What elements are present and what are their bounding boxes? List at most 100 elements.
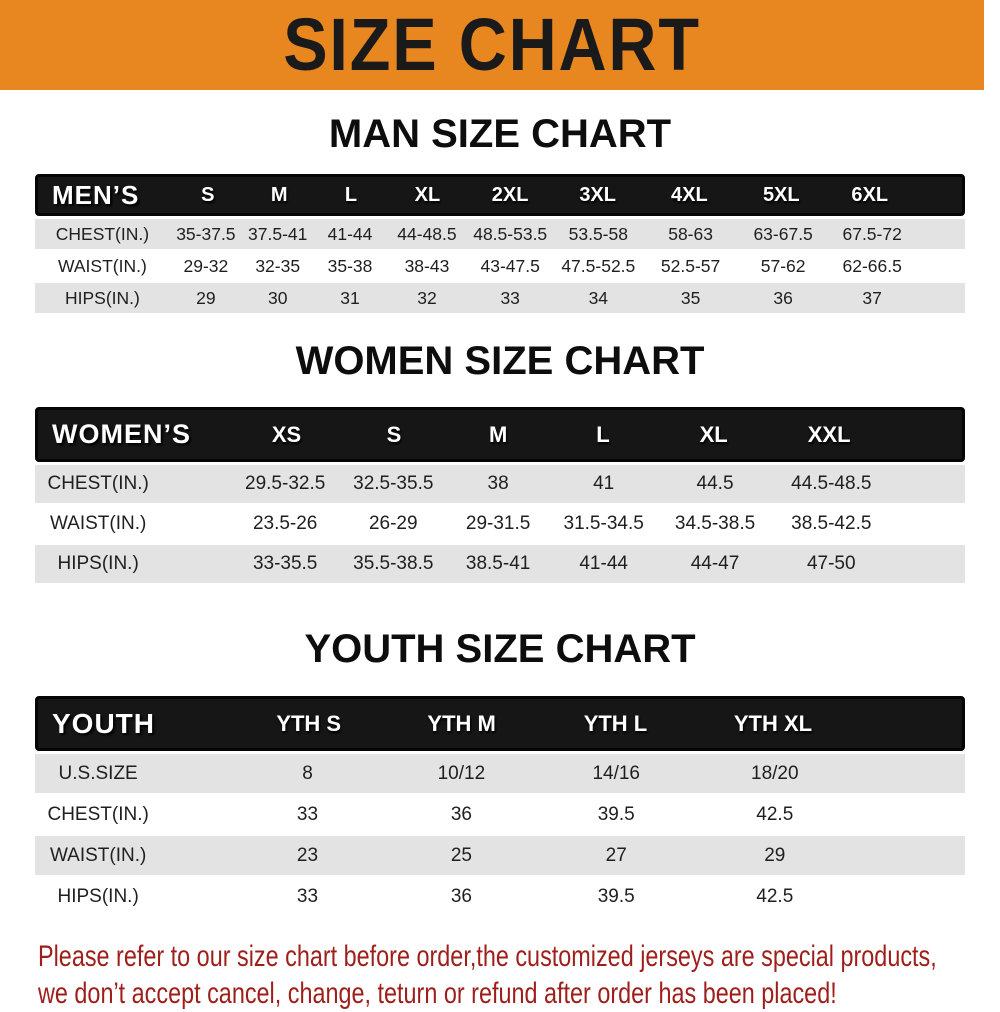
men-value-cell: 38-43 <box>386 251 468 281</box>
women-corner-label: WOMEN’S <box>52 419 191 449</box>
banner-title: SIZE CHART <box>283 3 701 86</box>
men-row-label: HIPS(IN.) <box>35 283 170 313</box>
men-value-cell: 57-62 <box>737 251 829 281</box>
women-table-row: CHEST(IN.) 29.5-32.5 32.5-35.5 38 41 44.5 44.5… <box>35 465 965 503</box>
women-size-column-5: XL <box>699 421 728 447</box>
men-value-cell: 67.5-72 <box>828 219 916 249</box>
men-value-cell: 35-37.5 <box>169 219 242 249</box>
youth-size-table: YOUTH YTH S YTH M YTH L YTH XL U.S.SIZE 8 10/1… <box>35 696 965 918</box>
youth-section: YOUTH SIZE CHART YOUTH YTH S YTH M YTH L YTH… <box>0 629 1000 918</box>
men-section: MAN SIZE CHART MEN’S S M L XL 2XL 3XL 4XL 5XL 6XL… <box>0 114 1000 315</box>
women-value-cell: 41 <box>549 465 658 503</box>
youth-value-cell: 39.5 <box>538 795 695 834</box>
men-table-row: WAIST(IN.) 29-32 32-35 35-38 38-43 43-47.5 47.… <box>35 251 965 281</box>
women-data-table: CHEST(IN.) 29.5-32.5 32.5-35.5 38 41 44.5 44.5… <box>35 463 965 585</box>
women-section-heading: WOMEN SIZE CHART <box>295 339 705 383</box>
youth-value-cell: 23 <box>230 836 385 875</box>
youth-header-bar: YOUTH YTH S YTH M YTH L YTH XL <box>35 696 965 751</box>
men-value-cell: 32-35 <box>241 251 314 281</box>
men-row-spacer <box>915 219 965 249</box>
women-size-column-4: L <box>596 421 610 447</box>
youth-value-cell: 8 <box>230 754 385 793</box>
men-size-column-3: L <box>344 183 358 206</box>
men-value-cell: 62-66.5 <box>828 251 916 281</box>
women-value-cell: 34.5-38.5 <box>657 505 773 543</box>
youth-value-cell: 25 <box>384 836 539 875</box>
banner: SIZE CHART <box>0 0 984 90</box>
women-value-cell: 26-29 <box>340 505 447 543</box>
youth-corner-label: YOUTH <box>52 707 155 739</box>
men-table-row: CHEST(IN.) 35-37.5 37.5-41 41-44 44-48.5 48.5… <box>35 219 965 249</box>
women-value-cell: 47-50 <box>772 545 891 583</box>
men-size-column-6: 3XL <box>579 183 616 206</box>
women-size-column-1: XS <box>271 421 302 447</box>
women-value-cell: 33-35.5 <box>230 545 341 583</box>
women-value-cell: 38.5-42.5 <box>772 505 891 543</box>
women-value-cell: 23.5-26 <box>230 505 341 543</box>
youth-value-cell: 18/20 <box>694 754 856 793</box>
youth-row-label: CHEST(IN.) <box>35 795 231 834</box>
youth-value-cell: 33 <box>230 877 385 916</box>
youth-row-label: U.S.SIZE <box>35 754 231 793</box>
women-size-column-6: XXL <box>807 421 851 447</box>
women-header-bar: WOMEN’S XS S M L XL XXL <box>35 407 965 462</box>
women-value-cell: 29-31.5 <box>446 505 550 543</box>
men-row-spacer <box>915 251 965 281</box>
men-value-cell: 52.5-57 <box>643 251 738 281</box>
women-row-spacer <box>890 505 965 543</box>
youth-row-spacer <box>855 754 965 793</box>
women-row-label: WAIST(IN.) <box>35 505 231 543</box>
women-size-column-2: S <box>386 421 402 447</box>
men-value-cell: 29 <box>169 283 242 313</box>
footer-line-2: we don’t accept cancel, change, teturn o… <box>38 977 837 1010</box>
men-size-table: MEN’S S M L XL 2XL 3XL 4XL 5XL 6XL CHEST(IN.) 35-3… <box>35 174 965 315</box>
youth-value-cell: 42.5 <box>694 795 856 834</box>
men-size-column-9: 6XL <box>851 183 889 206</box>
women-size-column-3: M <box>488 421 508 447</box>
youth-value-cell: 36 <box>384 877 539 916</box>
youth-table-row: U.S.SIZE 8 10/12 14/16 18/20 <box>35 754 965 793</box>
women-value-cell: 44-47 <box>657 545 773 583</box>
youth-row-spacer <box>855 877 965 916</box>
men-value-cell: 36 <box>737 283 829 313</box>
women-size-table: WOMEN’S XS S M L XL XXL CHEST(IN.) 29.5-32.5 32.… <box>35 407 965 585</box>
men-size-column-5: 2XL <box>491 183 529 206</box>
men-value-cell: 35-38 <box>313 251 387 281</box>
youth-table-row: CHEST(IN.) 33 36 39.5 42.5 <box>35 795 965 834</box>
women-value-cell: 41-44 <box>549 545 658 583</box>
men-size-column-2: M <box>270 183 288 206</box>
footer-note: Please refer to our size chart before or… <box>0 938 1000 1012</box>
youth-size-column-1: YTH S <box>276 710 342 736</box>
men-value-cell: 48.5-53.5 <box>467 219 553 249</box>
men-value-cell: 43-47.5 <box>467 251 553 281</box>
youth-section-heading: YOUTH SIZE CHART <box>304 627 696 671</box>
youth-value-cell: 39.5 <box>538 877 695 916</box>
men-section-heading: MAN SIZE CHART <box>328 112 672 156</box>
women-table-row: WAIST(IN.) 23.5-26 26-29 29-31.5 31.5-34.5 34… <box>35 505 965 543</box>
men-size-column-4: XL <box>414 183 441 206</box>
men-table-row: HIPS(IN.) 29 30 31 32 33 34 35 36 37 <box>35 283 965 313</box>
youth-size-column-3: YTH L <box>583 710 648 736</box>
women-row-label: CHEST(IN.) <box>35 465 231 503</box>
women-value-cell: 32.5-35.5 <box>340 465 447 503</box>
youth-table-row: WAIST(IN.) 23 25 27 29 <box>35 836 965 875</box>
youth-row-spacer <box>855 795 965 834</box>
men-corner-label: MEN’S <box>52 179 140 210</box>
men-size-column-8: 5XL <box>762 183 800 206</box>
women-table-row: HIPS(IN.) 33-35.5 35.5-38.5 38.5-41 41-44 44-… <box>35 545 965 583</box>
men-value-cell: 37.5-41 <box>241 219 314 249</box>
men-value-cell: 37 <box>828 283 916 313</box>
youth-table-row: HIPS(IN.) 33 36 39.5 42.5 <box>35 877 965 916</box>
men-value-cell: 31 <box>313 283 387 313</box>
men-value-cell: 35 <box>643 283 738 313</box>
youth-value-cell: 42.5 <box>694 877 856 916</box>
footer-line-1: Please refer to our size chart before or… <box>38 940 937 973</box>
women-row-spacer <box>890 545 965 583</box>
men-row-label: WAIST(IN.) <box>35 251 170 281</box>
women-value-cell: 31.5-34.5 <box>549 505 658 543</box>
youth-row-spacer <box>855 836 965 875</box>
men-row-spacer <box>915 283 965 313</box>
men-size-column-7: 4XL <box>671 183 708 206</box>
women-value-cell: 38.5-41 <box>446 545 550 583</box>
